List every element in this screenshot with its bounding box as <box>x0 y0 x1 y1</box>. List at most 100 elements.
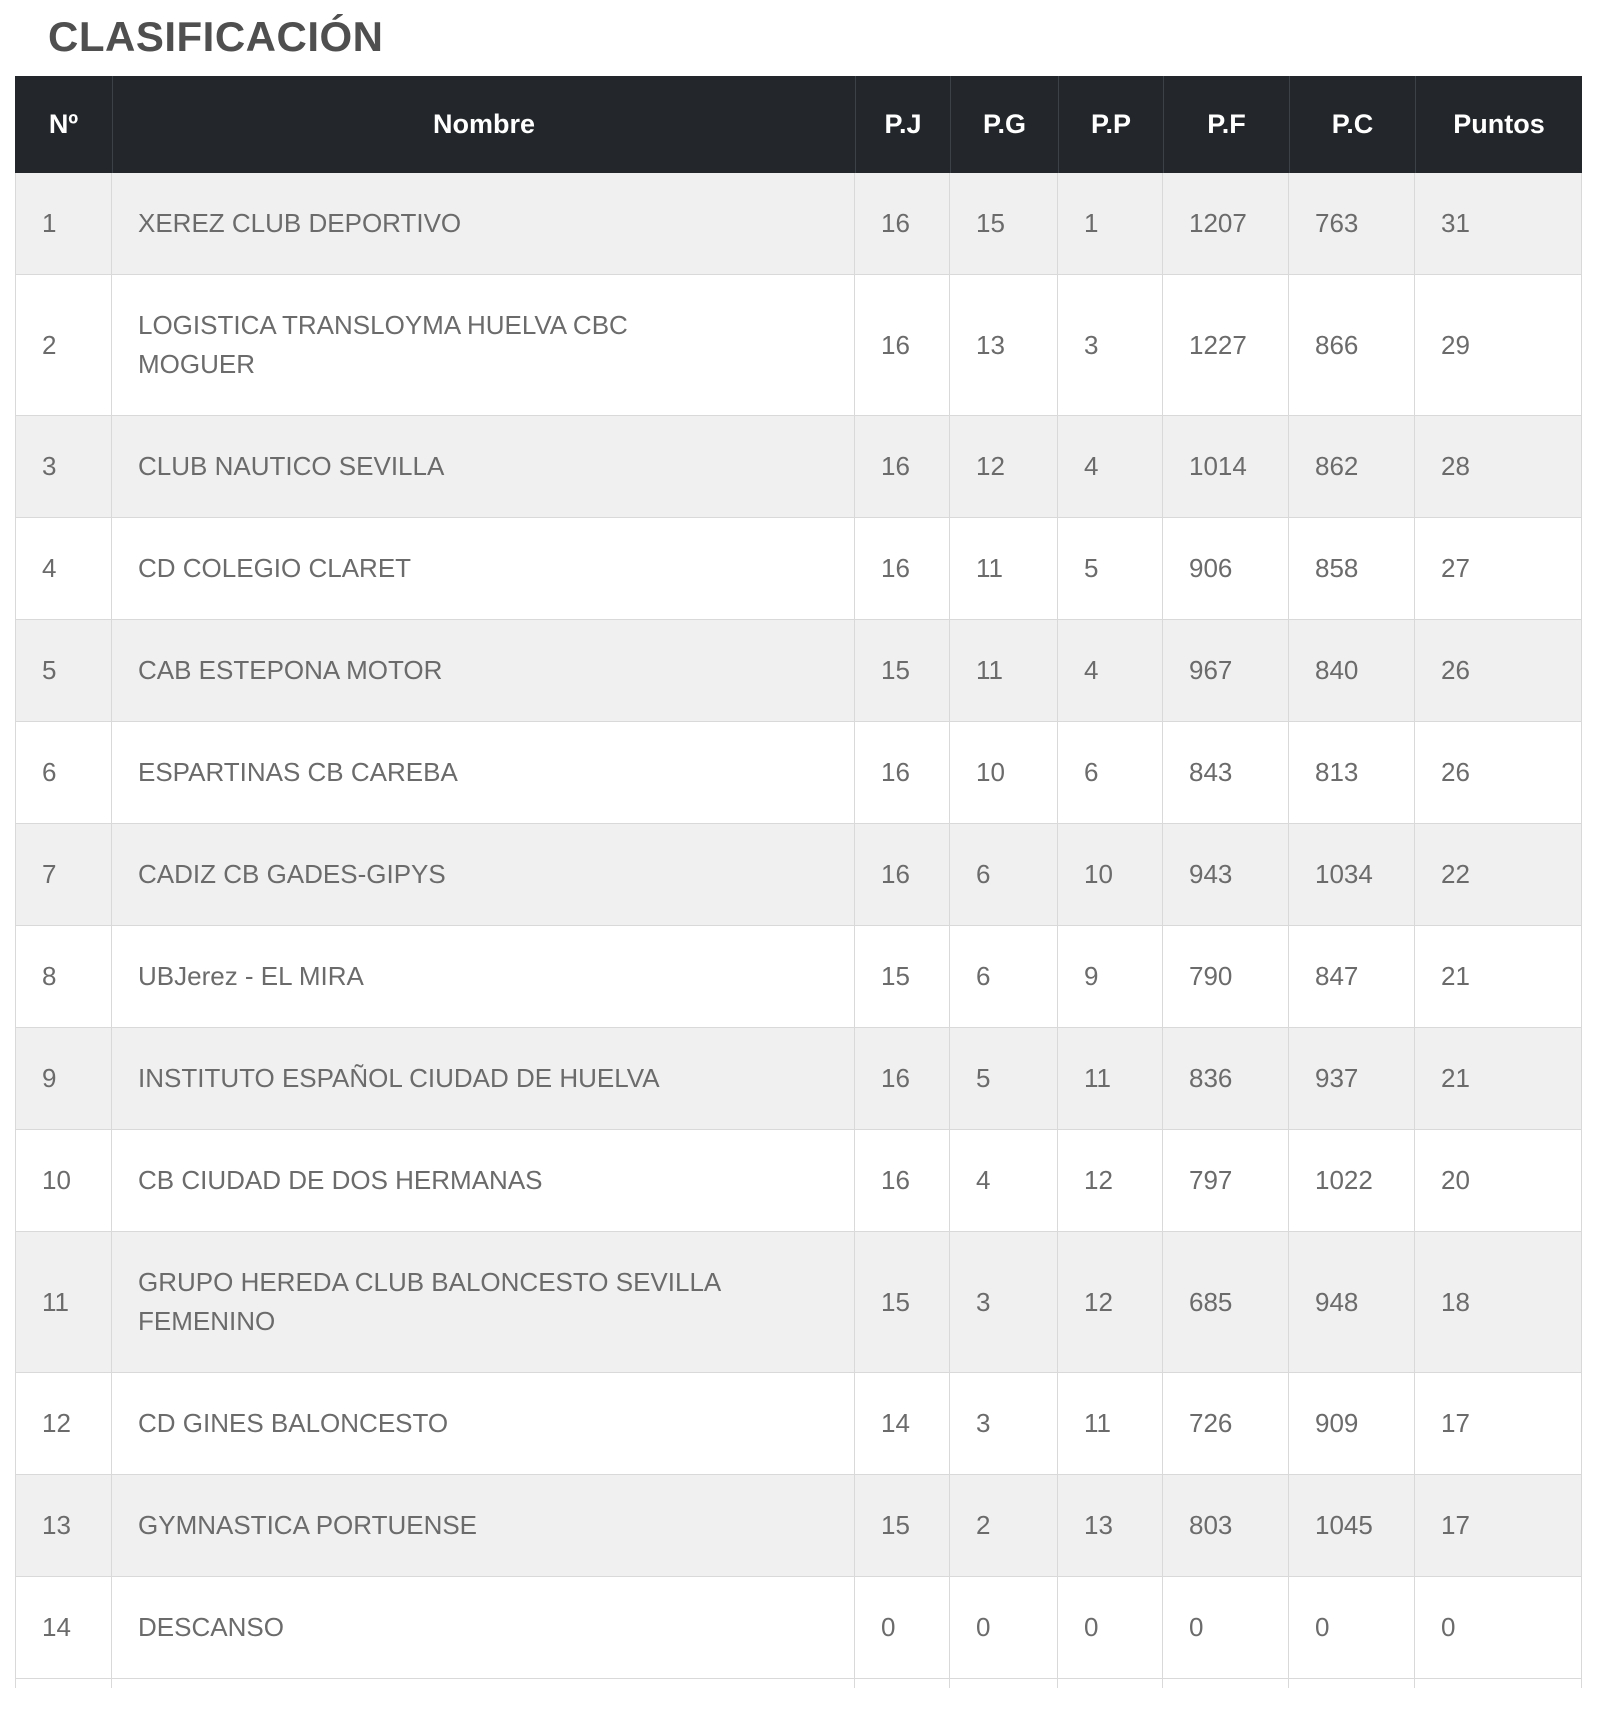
cell-pp: 3 <box>1058 275 1163 416</box>
cell-empty <box>112 1679 855 1688</box>
cell-nombre: UBJerez - EL MIRA <box>112 926 855 1028</box>
cell-pp: 11 <box>1058 1028 1163 1130</box>
cell-pc: 813 <box>1289 722 1415 824</box>
table-row: 2 LOGISTICA TRANSLOYMA HUELVA CBC MOGUER 1… <box>15 275 1582 416</box>
team-name: GYMNASTICA PORTUENSE <box>138 1510 478 1540</box>
cell-nombre: ESPARTINAS CB CAREBA <box>112 722 855 824</box>
cell-pf: 943 <box>1163 824 1289 926</box>
cell-empty <box>15 1679 112 1688</box>
cell-pf: 797 <box>1163 1130 1289 1232</box>
cell-pj: 14 <box>855 1373 950 1475</box>
column-header-pj: P.J <box>855 76 950 173</box>
table-row: 14 DESCANSO 0 0 0 0 0 0 <box>15 1577 1582 1679</box>
cell-pc: 0 <box>1289 1577 1415 1679</box>
cell-pp: 6 <box>1058 722 1163 824</box>
cell-nombre: CD GINES BALONCESTO <box>112 1373 855 1475</box>
cell-pj: 15 <box>855 926 950 1028</box>
team-name: CB CIUDAD DE DOS HERMANAS <box>138 1165 543 1195</box>
standings-table: Nº Nombre P.J P.G P.P P.F P.C Puntos 1 XEREZ CLU… <box>15 76 1582 1688</box>
cell-n: 4 <box>15 518 112 620</box>
cell-pj: 16 <box>855 824 950 926</box>
table-row: 8 UBJerez - EL MIRA 15 6 9 790 847 21 <box>15 926 1582 1028</box>
cell-pp: 10 <box>1058 824 1163 926</box>
cell-nombre: INSTITUTO ESPAÑOL CIUDAD DE HUELVA <box>112 1028 855 1130</box>
cell-pf: 843 <box>1163 722 1289 824</box>
cell-puntos: 26 <box>1415 722 1582 824</box>
page-title: CLASIFICACIÓN <box>48 13 384 60</box>
column-header-nombre: Nombre <box>112 76 855 173</box>
cell-nombre: XEREZ CLUB DEPORTIVO <box>112 173 855 275</box>
cutoff-row-sliver <box>15 1679 1582 1688</box>
cell-puntos: 28 <box>1415 416 1582 518</box>
column-header-pg: P.G <box>950 76 1058 173</box>
team-name: CAB ESTEPONA MOTOR <box>138 655 443 685</box>
cell-pc: 866 <box>1289 275 1415 416</box>
cell-pg: 2 <box>950 1475 1058 1577</box>
cell-pc: 1034 <box>1289 824 1415 926</box>
table-row: 12 CD GINES BALONCESTO 14 3 11 726 909 17 <box>15 1373 1582 1475</box>
cell-pg: 4 <box>950 1130 1058 1232</box>
table-row: 1 XEREZ CLUB DEPORTIVO 16 15 1 1207 763 31 <box>15 173 1582 275</box>
standings-body: 1 XEREZ CLUB DEPORTIVO 16 15 1 1207 763 31 2 LOGI… <box>15 173 1582 1688</box>
team-name: ESPARTINAS CB CAREBA <box>138 757 458 787</box>
cell-pc: 1022 <box>1289 1130 1415 1232</box>
cell-pp: 0 <box>1058 1577 1163 1679</box>
cell-puntos: 0 <box>1415 1577 1582 1679</box>
cell-pf: 803 <box>1163 1475 1289 1577</box>
cell-pp: 4 <box>1058 416 1163 518</box>
cell-pg: 12 <box>950 416 1058 518</box>
cell-pg: 13 <box>950 275 1058 416</box>
cell-pg: 15 <box>950 173 1058 275</box>
cell-pj: 16 <box>855 722 950 824</box>
cell-n: 2 <box>15 275 112 416</box>
table-row: 10 CB CIUDAD DE DOS HERMANAS 16 4 12 797 1022 2… <box>15 1130 1582 1232</box>
cell-puntos: 29 <box>1415 275 1582 416</box>
cell-pp: 12 <box>1058 1130 1163 1232</box>
cell-nombre: CB CIUDAD DE DOS HERMANAS <box>112 1130 855 1232</box>
cell-nombre: CADIZ CB GADES-GIPYS <box>112 824 855 926</box>
cell-pg: 5 <box>950 1028 1058 1130</box>
cell-pg: 0 <box>950 1577 1058 1679</box>
column-header-puntos: Puntos <box>1415 76 1582 173</box>
cell-n: 3 <box>15 416 112 518</box>
cell-pg: 3 <box>950 1232 1058 1373</box>
cell-pp: 9 <box>1058 926 1163 1028</box>
team-name: INSTITUTO ESPAÑOL CIUDAD DE HUELVA <box>138 1063 660 1093</box>
team-name: GRUPO HEREDA CLUB BALONCESTO SEVILLA FEM… <box>138 1267 720 1336</box>
cell-empty <box>1289 1679 1415 1688</box>
cell-puntos: 31 <box>1415 173 1582 275</box>
cell-pf: 790 <box>1163 926 1289 1028</box>
cell-pp: 13 <box>1058 1475 1163 1577</box>
cell-pj: 15 <box>855 1475 950 1577</box>
cell-pg: 11 <box>950 518 1058 620</box>
table-row: 6 ESPARTINAS CB CAREBA 16 10 6 843 813 26 <box>15 722 1582 824</box>
cell-n: 12 <box>15 1373 112 1475</box>
cell-puntos: 21 <box>1415 926 1582 1028</box>
cell-pc: 937 <box>1289 1028 1415 1130</box>
team-name: CADIZ CB GADES-GIPYS <box>138 859 446 889</box>
cell-pg: 6 <box>950 926 1058 1028</box>
cell-empty <box>1163 1679 1289 1688</box>
cell-pf: 967 <box>1163 620 1289 722</box>
column-header-pf: P.F <box>1163 76 1289 173</box>
cell-nombre: CD COLEGIO CLARET <box>112 518 855 620</box>
cell-pj: 16 <box>855 518 950 620</box>
cell-n: 5 <box>15 620 112 722</box>
table-row: 7 CADIZ CB GADES-GIPYS 16 6 10 943 1034 22 <box>15 824 1582 926</box>
cell-pc: 763 <box>1289 173 1415 275</box>
cell-puntos: 20 <box>1415 1130 1582 1232</box>
cell-puntos: 17 <box>1415 1475 1582 1577</box>
table-row: 13 GYMNASTICA PORTUENSE 15 2 13 803 1045 17 <box>15 1475 1582 1577</box>
cell-pc: 1045 <box>1289 1475 1415 1577</box>
cell-empty <box>1058 1679 1163 1688</box>
cell-pj: 16 <box>855 275 950 416</box>
cell-pj: 16 <box>855 173 950 275</box>
cell-n: 11 <box>15 1232 112 1373</box>
cell-pg: 3 <box>950 1373 1058 1475</box>
cell-pg: 6 <box>950 824 1058 926</box>
team-name: UBJerez - EL MIRA <box>138 961 364 991</box>
cell-pc: 909 <box>1289 1373 1415 1475</box>
cell-pp: 1 <box>1058 173 1163 275</box>
cell-empty <box>855 1679 950 1688</box>
table-row: 4 CD COLEGIO CLARET 16 11 5 906 858 27 <box>15 518 1582 620</box>
